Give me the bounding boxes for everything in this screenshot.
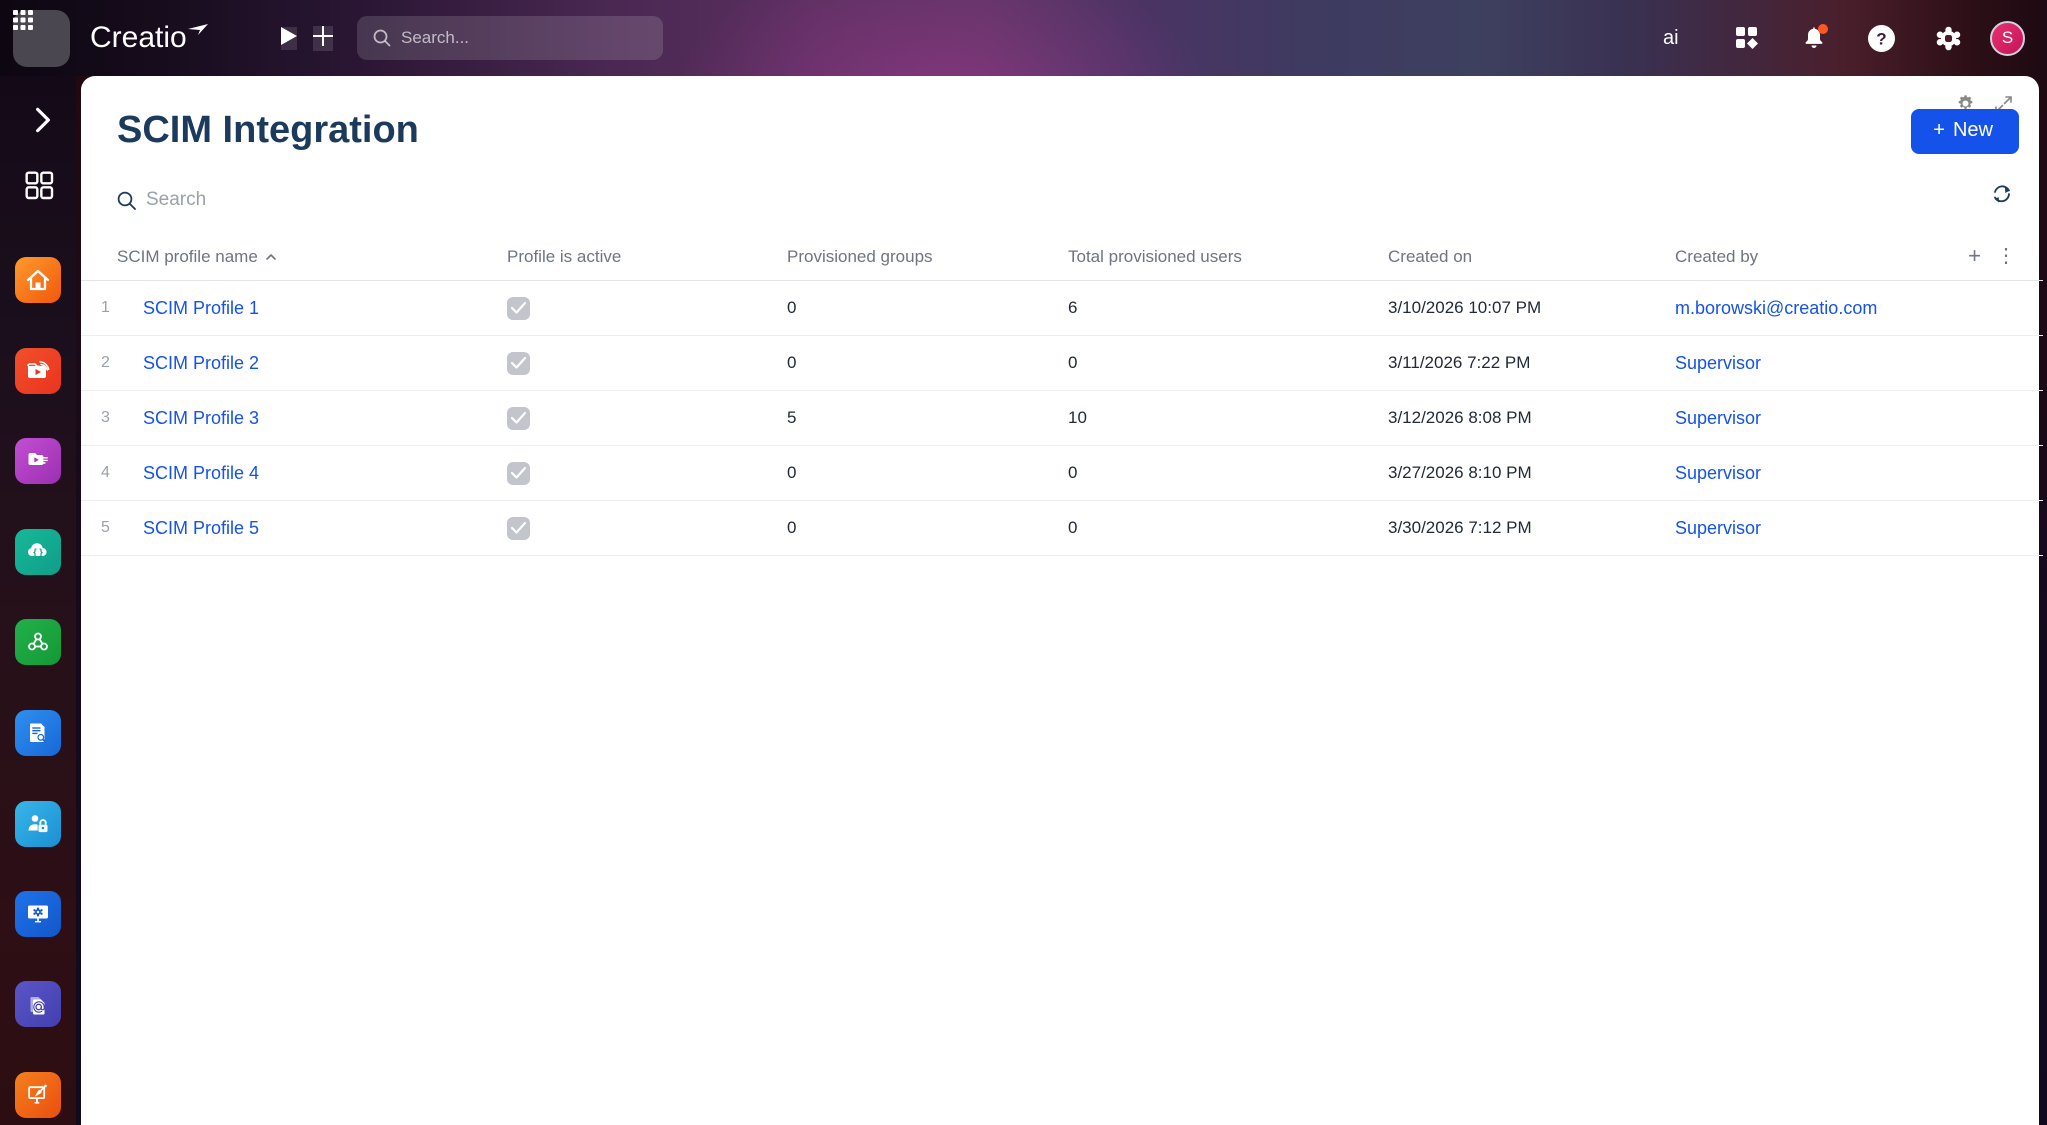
svg-text:Creatio: Creatio xyxy=(90,21,187,54)
svg-text:{ }: { } xyxy=(33,547,43,557)
svg-text:ai: ai xyxy=(1663,28,1679,48)
svg-text:?: ? xyxy=(1876,29,1886,48)
